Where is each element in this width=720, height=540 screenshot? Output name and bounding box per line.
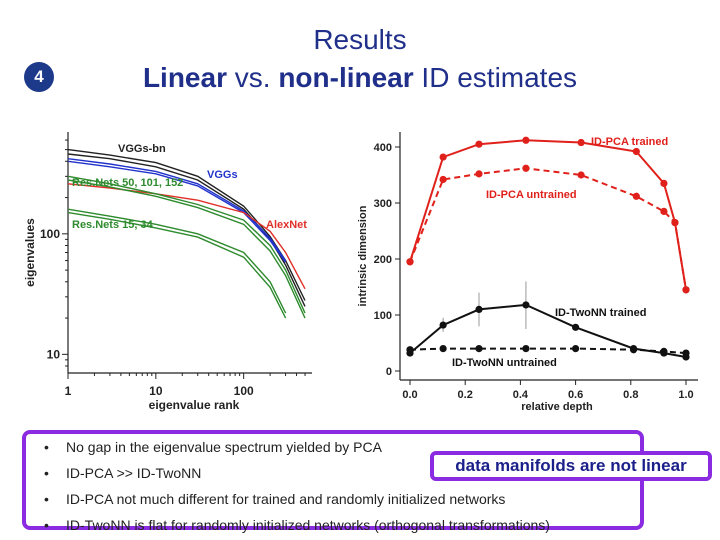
slide-title: Results	[313, 24, 407, 55]
x-tick-label: 0.6	[568, 389, 583, 401]
data-point	[439, 153, 447, 161]
data-point	[572, 323, 580, 331]
series-line	[67, 211, 287, 319]
series-annotation: AlexNet	[266, 219, 307, 231]
data-point	[475, 170, 483, 178]
bullet-item: • No gap in the eigenvalue spectrum yield…	[44, 439, 382, 455]
series-line	[409, 347, 687, 355]
series-label: ID-PCA trained	[591, 136, 668, 148]
series-annotation: Res.Nets 15, 34	[72, 219, 154, 231]
series-label: ID-TwoNN untrained	[452, 357, 557, 369]
data-point	[572, 345, 580, 353]
series-line	[409, 167, 687, 290]
x-axis-label: eigenvalue rank	[149, 398, 240, 412]
bullet-item: • ID-TwoNN is flat for randomly initializ…	[44, 517, 550, 533]
data-point	[439, 345, 447, 353]
series-label: ID-PCA untrained	[486, 189, 577, 201]
data-point	[682, 349, 690, 357]
data-point	[406, 346, 414, 354]
y-axis-label: intrinsic dimension	[357, 205, 369, 306]
series-line	[67, 158, 287, 261]
bullet-item: • ID-PCA >> ID-TwoNN	[44, 465, 202, 481]
data-point	[671, 219, 679, 227]
y-tick-label: 200	[374, 254, 392, 266]
data-point	[660, 347, 668, 355]
series-annotation: Res.Nets 50, 101, 152	[72, 177, 183, 189]
subtitle-vs: vs.	[226, 62, 279, 93]
data-point	[475, 140, 483, 148]
x-tick-label: 0.2	[458, 389, 473, 401]
data-point	[577, 138, 585, 147]
series-line	[409, 139, 687, 290]
x-tick-label: 100	[234, 384, 254, 398]
y-tick-label: 10	[47, 347, 61, 361]
data-point	[522, 345, 530, 353]
data-point	[629, 346, 638, 354]
series-line	[67, 208, 287, 314]
data-point	[406, 258, 414, 266]
data-point	[682, 286, 690, 294]
y-tick-label: 100	[40, 227, 60, 241]
x-tick-label: 0.4	[513, 389, 529, 401]
subtitle-linear: Linear	[142, 62, 227, 93]
data-point	[660, 207, 668, 215]
data-point	[439, 175, 447, 184]
callout-box: data manifolds are not linear	[430, 451, 712, 481]
data-point	[660, 179, 668, 187]
y-tick-label: 300	[374, 198, 392, 210]
y-tick-label: 400	[374, 142, 392, 154]
series-line	[67, 179, 306, 319]
series-line	[67, 160, 287, 263]
x-axis-label: relative depth	[521, 401, 593, 413]
y-tick-label: 100	[374, 310, 392, 322]
y-tick-label: 0	[386, 366, 392, 378]
data-point	[632, 192, 640, 200]
y-axis-label: eigenvalues	[23, 218, 37, 287]
x-tick-label: 1.0	[678, 389, 693, 401]
x-tick-label: 0.0	[402, 389, 417, 401]
data-point	[522, 301, 530, 309]
x-tick-label: 1	[65, 384, 72, 398]
data-point	[632, 147, 640, 156]
series-label: ID-TwoNN trained	[555, 307, 646, 319]
bullet-item: • ID-PCA not much different for trained a…	[44, 491, 506, 507]
x-tick-label: 10	[149, 384, 163, 398]
data-point	[475, 305, 483, 313]
series-annotation: VGGs-bn	[118, 143, 166, 155]
series-line	[67, 153, 306, 307]
bullet-list: • No gap in the eigenvalue spectrum yield…	[44, 434, 550, 538]
slide-number-badge: 4	[24, 62, 54, 92]
series-line	[67, 175, 306, 314]
series-line	[409, 303, 687, 358]
series-annotation: VGGs	[207, 169, 238, 181]
data-point	[522, 136, 530, 144]
data-point	[439, 321, 447, 329]
x-tick-label: 0.8	[623, 389, 638, 401]
subtitle-nonlinear: non-linear	[278, 62, 414, 93]
data-point	[577, 171, 585, 179]
subtitle-rest: ID estimates	[413, 62, 578, 93]
data-point	[522, 164, 530, 172]
data-point	[475, 345, 483, 353]
slide-subtitle: Linear vs. non-linear ID estimates	[0, 62, 720, 94]
